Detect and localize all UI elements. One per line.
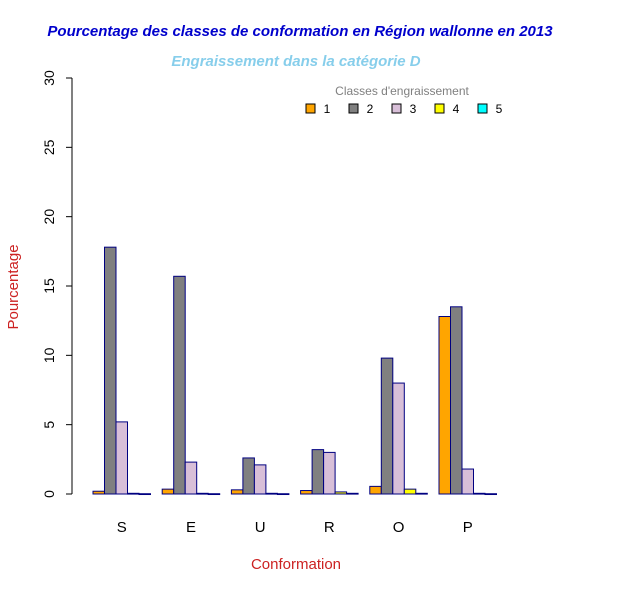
y-tick-label: 30 [41, 70, 57, 86]
bar-E-5 [207, 493, 221, 496]
chart-subtitle: Engraissement dans la catégorie D [171, 53, 420, 70]
legend-title: Classes d'engraissement [335, 84, 469, 98]
bar-E-1 [161, 488, 175, 495]
bar-P-4 [473, 492, 486, 495]
y-tick-label: 10 [41, 347, 57, 363]
bar-O-1 [369, 485, 382, 495]
legend-label: 2 [367, 102, 374, 116]
y-tick-label: 0 [41, 490, 57, 498]
x-axis-label: Conformation [251, 556, 341, 573]
x-tick-label: P [463, 519, 473, 536]
bar-U-1 [230, 489, 244, 495]
x-tick-label: E [186, 519, 196, 536]
y-tick-label: 25 [41, 139, 57, 155]
bar-U-5 [276, 493, 290, 496]
bar-R-3 [323, 451, 336, 495]
bar-P-2 [450, 306, 463, 495]
bar-O-2 [380, 357, 394, 495]
y-tick-label: 15 [41, 278, 57, 294]
legend-label: 5 [496, 102, 503, 116]
bar-O-5 [415, 492, 428, 495]
bar-U-2 [242, 457, 255, 495]
bar-P-5 [484, 493, 497, 496]
legend-label: 1 [324, 102, 331, 116]
legend-label: 4 [453, 102, 460, 116]
y-axis-label: Pourcentage [5, 244, 22, 329]
bar-S-4 [127, 492, 140, 495]
axes: 0 5 10 15 20 25 30 [41, 70, 73, 498]
bar-E-3 [184, 461, 198, 495]
bar-R-5 [346, 492, 359, 495]
legend-swatch-2 [348, 103, 359, 114]
legend-label: 3 [410, 102, 417, 116]
bar-E-2 [173, 275, 186, 495]
chart-title: Pourcentage des classes de conformation … [47, 23, 553, 40]
bar-U-3 [253, 464, 267, 495]
legend-swatch-1 [305, 103, 316, 114]
bar-S-5 [138, 493, 151, 496]
y-tick-label: 5 [41, 421, 57, 429]
bar-U-4 [265, 492, 278, 495]
bar-E-4 [196, 492, 209, 495]
y-tick-label: 20 [41, 209, 57, 225]
bar-S-1 [92, 490, 105, 495]
x-tick-label: O [393, 519, 405, 536]
x-tick-label: R [324, 519, 335, 536]
legend-swatch-4 [434, 103, 445, 114]
bar-R-4 [334, 491, 348, 495]
bar-R-1 [300, 490, 313, 495]
bar-S-2 [104, 246, 117, 495]
bar-S-3 [115, 421, 128, 495]
legend-swatch-5 [477, 103, 488, 114]
x-tick-label: S [117, 519, 127, 536]
bar-P-1 [438, 316, 451, 495]
bar-O-3 [392, 382, 405, 495]
legend: 1 2 3 4 5 [305, 102, 503, 116]
bar-P-3 [461, 468, 474, 495]
bar-O-4 [403, 488, 417, 495]
legend-swatch-3 [391, 103, 402, 114]
x-tick-label: U [255, 519, 266, 536]
bar-R-2 [311, 449, 325, 495]
